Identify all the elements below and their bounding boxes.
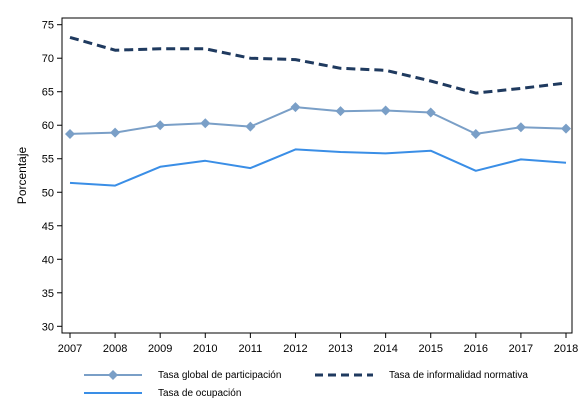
series-line-1 bbox=[69, 35, 567, 95]
legend-item-ocupacion: Tasa de ocupación bbox=[82, 386, 241, 400]
x-tick-label: 2011 bbox=[239, 343, 263, 355]
x-tick-label: 2017 bbox=[509, 343, 533, 355]
legend-swatch-solid-line bbox=[84, 392, 142, 394]
legend-swatch-dashed-line bbox=[315, 373, 373, 377]
x-tick-label: 2013 bbox=[328, 343, 352, 355]
series-marker-0 bbox=[380, 105, 391, 116]
y-tick-label: 50 bbox=[42, 187, 54, 199]
legend-label-informalidad: Tasa de informalidad normativa bbox=[389, 369, 528, 381]
legend-label-ocupacion: Tasa de ocupación bbox=[158, 387, 242, 399]
x-tick-label: 2009 bbox=[148, 343, 172, 355]
legend-item-participacion: Tasa global de participación bbox=[82, 368, 281, 382]
plot-frame bbox=[61, 17, 573, 334]
y-tick-label: 65 bbox=[42, 87, 54, 99]
y-tick-label: 30 bbox=[42, 321, 54, 333]
y-tick-label: 70 bbox=[42, 53, 54, 65]
y-tick-label: 75 bbox=[42, 20, 54, 32]
series-marker-0 bbox=[335, 106, 346, 117]
series-line-2 bbox=[69, 148, 567, 187]
legend-item-informalidad: Tasa de informalidad normativa bbox=[313, 368, 528, 382]
x-tick-label: 2014 bbox=[373, 343, 397, 355]
series-marker-0 bbox=[245, 121, 256, 132]
series-marker-0 bbox=[561, 123, 571, 134]
series-marker-0 bbox=[470, 128, 481, 139]
x-tick-label: 2015 bbox=[418, 343, 442, 355]
y-tick-label: 55 bbox=[42, 154, 54, 166]
y-tick-label: 45 bbox=[42, 221, 54, 233]
legend: Tasa global de participación Tasa de inf… bbox=[0, 368, 579, 407]
y-tick-label: 35 bbox=[42, 288, 54, 300]
y-axis-label: Porcentaje bbox=[15, 146, 29, 204]
y-tick-label: 60 bbox=[42, 120, 54, 132]
x-tick-label: 2008 bbox=[103, 343, 127, 355]
series-marker-0 bbox=[515, 122, 526, 133]
series-marker-0 bbox=[110, 127, 121, 138]
series-marker-0 bbox=[155, 120, 166, 131]
series-marker-0 bbox=[425, 107, 436, 118]
x-tick-label: 2016 bbox=[464, 343, 488, 355]
x-tick-label: 2007 bbox=[58, 343, 82, 355]
series-marker-0 bbox=[65, 128, 75, 139]
line-chart: 30 35 40 45 50 55 60 65 70 75 2007 2008 2009 2010 2011… bbox=[15, 17, 578, 355]
series-marker-0 bbox=[290, 102, 301, 113]
y-tick-label: 40 bbox=[42, 254, 54, 266]
legend-swatch-diamond-line bbox=[84, 370, 142, 380]
series-line-0 bbox=[69, 106, 567, 135]
series-marker-0 bbox=[200, 118, 211, 129]
x-tick-label: 2010 bbox=[193, 343, 217, 355]
legend-label-participacion: Tasa global de participación bbox=[158, 369, 282, 381]
x-tick-label: 2018 bbox=[554, 343, 578, 355]
x-tick-label: 2012 bbox=[283, 343, 307, 355]
